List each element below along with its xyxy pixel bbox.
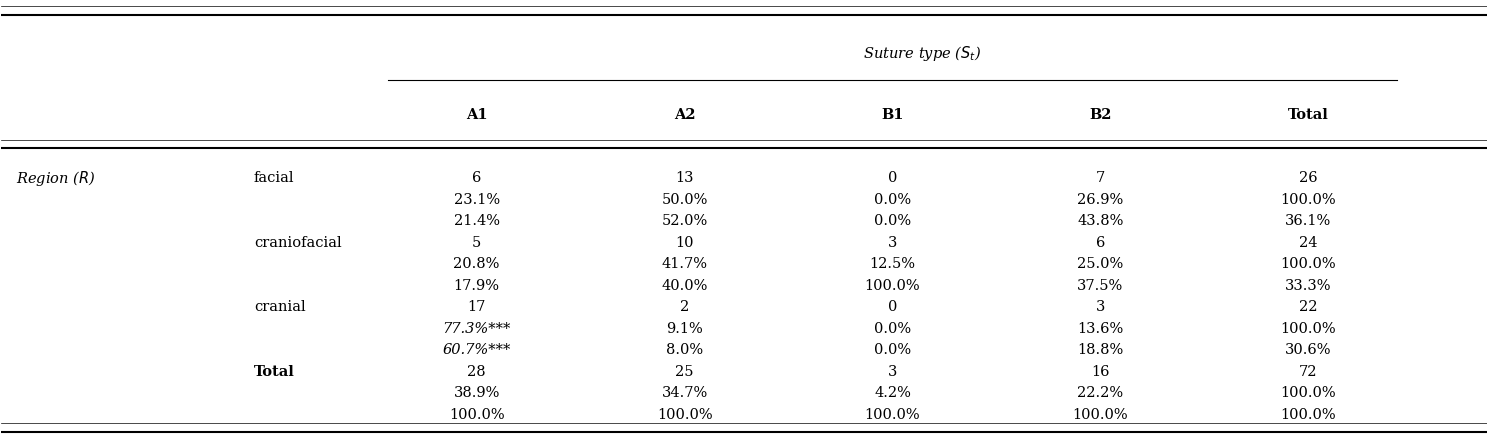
- Text: 28: 28: [467, 365, 487, 379]
- Text: 100.0%: 100.0%: [1281, 257, 1336, 271]
- Text: 7: 7: [1095, 171, 1106, 185]
- Text: 3: 3: [888, 365, 897, 379]
- Text: 25.0%: 25.0%: [1077, 257, 1123, 271]
- Text: 22.2%: 22.2%: [1077, 386, 1123, 400]
- Text: 0.0%: 0.0%: [873, 193, 911, 207]
- Text: B1: B1: [881, 108, 903, 122]
- Text: A2: A2: [674, 108, 695, 122]
- Text: 13.6%: 13.6%: [1077, 322, 1123, 336]
- Text: B2: B2: [1089, 108, 1112, 122]
- Text: 22: 22: [1299, 300, 1318, 314]
- Text: 13: 13: [676, 171, 693, 185]
- Text: Total: Total: [254, 365, 295, 379]
- Text: 6: 6: [472, 171, 481, 185]
- Text: Total: Total: [1289, 108, 1329, 122]
- Text: 4.2%: 4.2%: [873, 386, 911, 400]
- Text: 12.5%: 12.5%: [869, 257, 915, 271]
- Text: 41.7%: 41.7%: [662, 257, 708, 271]
- Text: 100.0%: 100.0%: [865, 408, 921, 422]
- Text: 2: 2: [680, 300, 689, 314]
- Text: 100.0%: 100.0%: [1073, 408, 1128, 422]
- Text: 17: 17: [467, 300, 487, 314]
- Text: Region ($R$): Region ($R$): [16, 169, 95, 188]
- Text: 38.9%: 38.9%: [454, 386, 500, 400]
- Text: 0.0%: 0.0%: [873, 214, 911, 228]
- Text: 52.0%: 52.0%: [662, 214, 708, 228]
- Text: 0: 0: [888, 300, 897, 314]
- Text: facial: facial: [254, 171, 295, 185]
- Text: 3: 3: [1095, 300, 1106, 314]
- Text: 33.3%: 33.3%: [1286, 279, 1332, 293]
- Text: 100.0%: 100.0%: [1281, 193, 1336, 207]
- Text: Suture type ($S_t$): Suture type ($S_t$): [863, 44, 982, 63]
- Text: 24: 24: [1299, 236, 1318, 250]
- Text: 21.4%: 21.4%: [454, 214, 500, 228]
- Text: 23.1%: 23.1%: [454, 193, 500, 207]
- Text: 20.8%: 20.8%: [454, 257, 500, 271]
- Text: 8.0%: 8.0%: [667, 343, 704, 357]
- Text: 16: 16: [1091, 365, 1110, 379]
- Text: 100.0%: 100.0%: [865, 279, 921, 293]
- Text: 3: 3: [888, 236, 897, 250]
- Text: 43.8%: 43.8%: [1077, 214, 1123, 228]
- Text: 72: 72: [1299, 365, 1318, 379]
- Text: 0.0%: 0.0%: [873, 343, 911, 357]
- Text: 9.1%: 9.1%: [667, 322, 702, 336]
- Text: 18.8%: 18.8%: [1077, 343, 1123, 357]
- Text: cranial: cranial: [254, 300, 305, 314]
- Text: 30.6%: 30.6%: [1286, 343, 1332, 357]
- Text: 25: 25: [676, 365, 693, 379]
- Text: 5: 5: [472, 236, 481, 250]
- Text: 100.0%: 100.0%: [656, 408, 713, 422]
- Text: 100.0%: 100.0%: [1281, 386, 1336, 400]
- Text: 100.0%: 100.0%: [1281, 408, 1336, 422]
- Text: 37.5%: 37.5%: [1077, 279, 1123, 293]
- Text: craniofacial: craniofacial: [254, 236, 342, 250]
- Text: 77.3%***: 77.3%***: [442, 322, 510, 336]
- Text: 6: 6: [1095, 236, 1106, 250]
- Text: 17.9%: 17.9%: [454, 279, 500, 293]
- Text: 34.7%: 34.7%: [662, 386, 708, 400]
- Text: 100.0%: 100.0%: [1281, 322, 1336, 336]
- Text: 100.0%: 100.0%: [449, 408, 504, 422]
- Text: 10: 10: [676, 236, 693, 250]
- Text: A1: A1: [466, 108, 488, 122]
- Text: 60.7%***: 60.7%***: [442, 343, 510, 357]
- Text: 36.1%: 36.1%: [1286, 214, 1332, 228]
- Text: 40.0%: 40.0%: [661, 279, 708, 293]
- Text: 0.0%: 0.0%: [873, 322, 911, 336]
- Text: 0: 0: [888, 171, 897, 185]
- Text: 26.9%: 26.9%: [1077, 193, 1123, 207]
- Text: 26: 26: [1299, 171, 1318, 185]
- Text: 50.0%: 50.0%: [661, 193, 708, 207]
